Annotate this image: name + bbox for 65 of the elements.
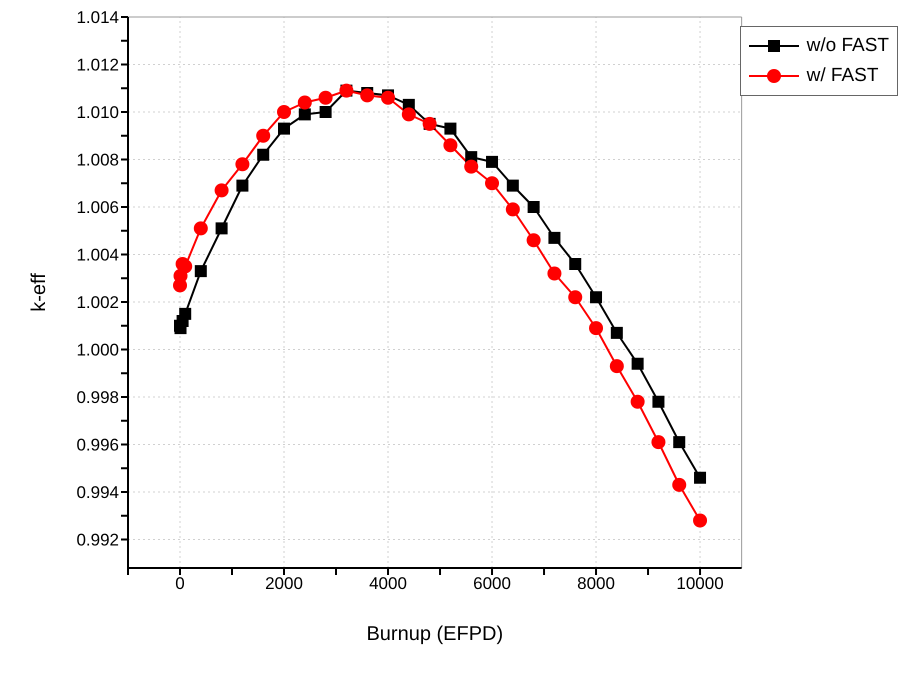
x-tick-label: 0 bbox=[175, 574, 185, 594]
y-tick-label: 0.998 bbox=[76, 388, 119, 408]
point bbox=[402, 107, 416, 122]
point bbox=[257, 148, 270, 161]
point bbox=[179, 308, 192, 320]
point bbox=[485, 176, 500, 190]
point bbox=[506, 180, 519, 192]
point bbox=[694, 472, 706, 484]
point bbox=[214, 183, 229, 198]
x-tick-label: 6000 bbox=[473, 574, 511, 594]
point bbox=[444, 122, 456, 135]
point bbox=[443, 138, 458, 152]
x-axis-title: Burnup (EFPD) bbox=[366, 623, 504, 645]
point bbox=[569, 258, 582, 270]
legend-label: w/o FAST bbox=[806, 35, 889, 57]
point bbox=[235, 157, 250, 172]
x-tick-label: 4000 bbox=[369, 574, 407, 594]
point bbox=[589, 321, 604, 336]
point bbox=[278, 122, 290, 135]
y-tick-label: 1.004 bbox=[76, 246, 119, 265]
point bbox=[672, 478, 686, 492]
point bbox=[318, 90, 333, 105]
point bbox=[693, 514, 708, 528]
y-tick-label: 1.002 bbox=[76, 293, 119, 312]
point bbox=[548, 232, 560, 244]
point bbox=[590, 291, 602, 304]
point bbox=[610, 359, 624, 374]
point bbox=[277, 105, 292, 119]
y-axis-title: k-eff bbox=[28, 272, 50, 312]
point bbox=[256, 128, 270, 143]
y-tick-label: 1.014 bbox=[76, 8, 119, 28]
y-tick-label: 0.996 bbox=[76, 436, 119, 455]
point bbox=[630, 394, 645, 409]
x-tick-label: 10000 bbox=[676, 574, 724, 594]
legend-label: w/ FAST bbox=[806, 65, 878, 87]
point bbox=[298, 96, 312, 110]
point bbox=[652, 396, 664, 408]
point bbox=[651, 435, 666, 450]
y-tick-label: 1.010 bbox=[76, 103, 119, 122]
point bbox=[236, 180, 248, 192]
point bbox=[673, 436, 686, 448]
point bbox=[526, 233, 541, 248]
y-tick-label: 1.006 bbox=[76, 198, 119, 218]
y-tick-label: 1.008 bbox=[76, 150, 119, 170]
y-tick-label: 1.000 bbox=[76, 340, 119, 360]
point bbox=[547, 266, 562, 280]
point bbox=[216, 222, 228, 234]
point bbox=[528, 201, 540, 213]
point bbox=[506, 202, 520, 216]
point bbox=[486, 156, 498, 168]
point bbox=[194, 221, 208, 236]
point bbox=[320, 106, 332, 118]
point bbox=[381, 90, 396, 105]
y-tick-label: 1.012 bbox=[76, 56, 119, 75]
x-tick-label: 2000 bbox=[265, 574, 303, 594]
point bbox=[194, 265, 207, 278]
x-tick-label: 8000 bbox=[577, 574, 615, 594]
point bbox=[632, 358, 644, 370]
y-tick-label: 0.994 bbox=[76, 483, 119, 502]
point bbox=[298, 108, 311, 120]
point bbox=[464, 160, 478, 174]
point bbox=[360, 88, 374, 102]
point bbox=[568, 290, 582, 304]
point bbox=[610, 326, 623, 339]
y-tick-label: 0.992 bbox=[76, 530, 119, 550]
